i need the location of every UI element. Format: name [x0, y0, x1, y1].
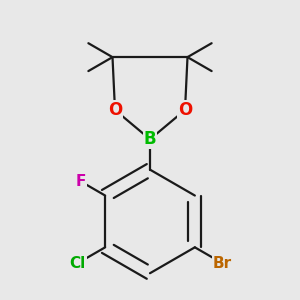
Text: B: B	[144, 130, 156, 148]
Text: O: O	[178, 101, 192, 119]
Text: Cl: Cl	[69, 256, 85, 271]
Text: Br: Br	[213, 256, 232, 271]
Text: F: F	[75, 174, 85, 189]
Text: O: O	[108, 101, 122, 119]
